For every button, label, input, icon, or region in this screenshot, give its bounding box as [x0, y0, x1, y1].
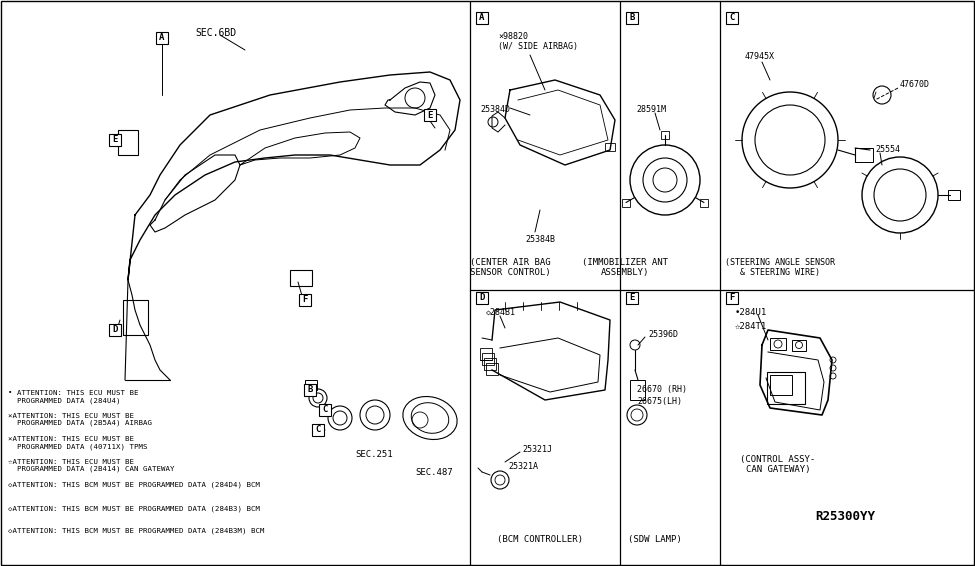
Bar: [312, 424, 324, 436]
Text: (CONTROL ASSY-
CAN GATEWAY): (CONTROL ASSY- CAN GATEWAY): [740, 455, 816, 474]
Bar: [767, 372, 805, 404]
Text: ×98820
(W/ SIDE AIRBAG): ×98820 (W/ SIDE AIRBAG): [498, 32, 578, 52]
Text: 26670 (RH): 26670 (RH): [637, 385, 687, 394]
Bar: [622, 199, 630, 207]
Text: ◇ATTENTION: THIS BCM MUST BE PROGRAMMED DATA (284B3M) BCM: ◇ATTENTION: THIS BCM MUST BE PROGRAMMED …: [8, 528, 264, 534]
Text: (IMMOBILIZER ANT
ASSEMBLY): (IMMOBILIZER ANT ASSEMBLY): [582, 258, 668, 277]
Bar: [480, 348, 492, 360]
Text: (BCM CONTROLLER): (BCM CONTROLLER): [497, 535, 583, 544]
Bar: [770, 338, 786, 350]
Bar: [476, 12, 488, 24]
Bar: [700, 199, 708, 207]
Text: 25384D: 25384D: [480, 105, 510, 114]
Text: 28591M: 28591M: [636, 105, 666, 114]
Text: F: F: [302, 295, 308, 305]
Text: A: A: [480, 14, 485, 23]
Text: B: B: [629, 14, 635, 23]
Bar: [948, 190, 960, 200]
Bar: [290, 270, 312, 286]
Bar: [630, 380, 645, 400]
Text: ☆284T1: ☆284T1: [735, 322, 767, 331]
Bar: [661, 131, 669, 139]
Text: A: A: [159, 33, 165, 42]
Text: E: E: [112, 135, 118, 144]
Text: B: B: [307, 385, 313, 395]
Text: 26675(LH): 26675(LH): [637, 397, 682, 406]
Text: C: C: [323, 405, 328, 414]
Bar: [792, 340, 806, 351]
Text: (CENTER AIR BAG
SENSOR CONTROL): (CENTER AIR BAG SENSOR CONTROL): [470, 258, 550, 277]
Text: 25396D: 25396D: [648, 330, 678, 339]
Bar: [484, 358, 496, 370]
Text: ◇284B1: ◇284B1: [486, 308, 516, 317]
Bar: [486, 363, 498, 375]
Bar: [626, 292, 638, 304]
Bar: [109, 134, 121, 146]
Text: E: E: [427, 110, 433, 119]
Text: SEC.251: SEC.251: [355, 450, 393, 459]
Text: R25300YY: R25300YY: [815, 510, 875, 523]
Text: E: E: [629, 294, 635, 302]
Text: 25321J: 25321J: [522, 445, 552, 454]
Bar: [626, 12, 638, 24]
Bar: [424, 109, 436, 121]
Bar: [482, 353, 494, 365]
Bar: [319, 404, 331, 416]
Text: • ATTENTION: THIS ECU MUST BE
  PROGRAMMED DATA (284U4): • ATTENTION: THIS ECU MUST BE PROGRAMMED…: [8, 390, 138, 404]
Bar: [299, 294, 311, 306]
Text: SEC.6BD: SEC.6BD: [195, 28, 236, 38]
Text: 25321A: 25321A: [508, 462, 538, 471]
Bar: [156, 32, 168, 44]
Bar: [605, 143, 615, 151]
Text: (SDW LAMP): (SDW LAMP): [628, 535, 682, 544]
Bar: [304, 384, 316, 396]
Text: C: C: [729, 14, 735, 23]
Text: 25554: 25554: [875, 145, 900, 154]
Bar: [726, 292, 738, 304]
Bar: [109, 324, 121, 336]
Text: ×ATTENTION: THIS ECU MUST BE
  PROGRAMMED DATA (40711X) TPMS: ×ATTENTION: THIS ECU MUST BE PROGRAMMED …: [8, 436, 147, 449]
Text: ◇ATTENTION: THIS BCM MUST BE PROGRAMMED DATA (284B3) BCM: ◇ATTENTION: THIS BCM MUST BE PROGRAMMED …: [8, 505, 260, 512]
Bar: [476, 292, 488, 304]
Text: F: F: [729, 294, 735, 302]
Text: D: D: [480, 294, 485, 302]
Text: 47670D: 47670D: [900, 80, 930, 89]
Text: 47945X: 47945X: [745, 52, 775, 61]
Bar: [726, 12, 738, 24]
Text: 25384B: 25384B: [525, 235, 555, 244]
Bar: [855, 148, 873, 162]
Text: (STEERING ANGLE SENSOR
& STEERING WIRE): (STEERING ANGLE SENSOR & STEERING WIRE): [725, 258, 835, 277]
Text: C: C: [315, 426, 321, 435]
Text: SEC.487: SEC.487: [415, 468, 452, 477]
Text: •284U1: •284U1: [735, 308, 767, 317]
Bar: [305, 380, 317, 390]
Text: ☆ATTENTION: THIS ECU MUST BE
  PROGRAMMED DATA (2B414) CAN GATEWAY: ☆ATTENTION: THIS ECU MUST BE PROGRAMMED …: [8, 459, 175, 473]
Bar: [118, 130, 138, 155]
Text: D: D: [112, 325, 118, 335]
Text: ◇ATTENTION: THIS BCM MUST BE PROGRAMMED DATA (284D4) BCM: ◇ATTENTION: THIS BCM MUST BE PROGRAMMED …: [8, 482, 260, 488]
Bar: [770, 375, 792, 395]
Bar: [123, 300, 148, 335]
Text: ×ATTENTION: THIS ECU MUST BE
  PROGRAMMED DATA (2B5A4) AIRBAG: ×ATTENTION: THIS ECU MUST BE PROGRAMMED …: [8, 413, 152, 427]
